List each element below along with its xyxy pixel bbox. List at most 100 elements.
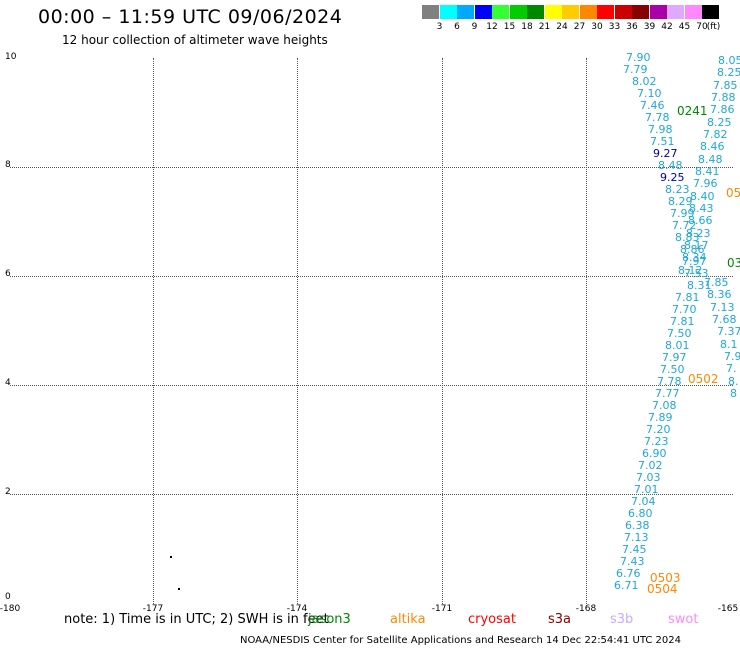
pass-label: 05 (726, 186, 740, 200)
wave-height-label: 8.83 (675, 231, 700, 244)
wave-height-label: 8.34 (682, 251, 707, 265)
wave-height-label: 7.04 (631, 495, 656, 508)
mission-cryosat: cryosat (468, 612, 516, 627)
wave-height-label: 8.29 (668, 195, 693, 208)
legend-label: 33 (608, 22, 621, 32)
mission-jason3: jason3 (308, 612, 351, 627)
grid-line-lon (442, 58, 443, 604)
legend-swatch (684, 5, 702, 19)
legend-swatch (579, 5, 597, 19)
y-tick-label: 10 (5, 52, 17, 62)
grid-line-lat (10, 385, 733, 386)
wave-height-label: 8.66 (688, 214, 713, 228)
legend-label: 24 (556, 22, 568, 32)
wave-height-label: 8 (730, 387, 737, 400)
wave-height-label: 8.25 (707, 115, 732, 129)
wave-height-label: 7.81 (670, 315, 695, 328)
wave-height-label: 7.68 (712, 313, 737, 326)
legend-swatch (474, 5, 492, 19)
wave-height-label: 9.25 (660, 171, 685, 184)
legend-label: 6 (454, 22, 460, 32)
legend-swatch (632, 5, 649, 19)
grid-line-lat (10, 167, 733, 168)
y-tick-label: 6 (5, 269, 11, 279)
wave-height-label: 7.50 (667, 327, 692, 340)
wave-height-label: 7.78 (645, 111, 670, 124)
wave-height-label: 7.77 (655, 387, 680, 400)
wave-height-label: 7.01 (634, 483, 659, 496)
wave-height-label: 8.40 (690, 189, 715, 203)
wave-height-label: 8.25 (717, 66, 740, 80)
y-tick-label: 4 (5, 378, 11, 388)
legend-swatch (544, 5, 562, 19)
wave-height-label: 7.10 (637, 87, 662, 100)
wave-height-label: 7.85 (704, 276, 729, 289)
legend-swatch (527, 5, 544, 19)
legend-swatch (649, 5, 667, 19)
wave-height-label: 8.05 (718, 54, 740, 67)
wave-height-label: 7.89 (648, 411, 673, 424)
wave-height-label: 8.86 (680, 243, 705, 256)
wave-height-label: 8.36 (707, 288, 732, 302)
wave-height-label: 8.12 (678, 263, 703, 277)
legend-label: 70 (696, 22, 708, 32)
wave-height-label: 8.43 (689, 202, 714, 215)
x-tick-label: -171 (431, 604, 453, 614)
wave-height-label: 7.85 (713, 78, 738, 92)
legend-label: 30 (591, 22, 603, 32)
legend-label: 27 (573, 22, 586, 32)
legend-label: 18 (521, 22, 533, 32)
mission-s3a: s3a (548, 612, 572, 627)
wave-height-label: 7.97 (682, 255, 707, 268)
legend-swatch (457, 5, 474, 19)
credit-text: NOAA/NESDIS Center for Satellite Applica… (240, 635, 682, 646)
wave-height-label: 7.13 (624, 531, 649, 544)
wave-height-label: 7.78 (657, 375, 682, 388)
wave-height-label: 7.97 (662, 351, 687, 364)
pass-label: 0241 (677, 104, 708, 118)
wave-height-label: 8.1 (720, 337, 738, 351)
x-tick-label: -177 (142, 604, 164, 614)
wave-height-label: 7.08 (652, 399, 677, 412)
legend-swatch (509, 5, 527, 19)
legend-swatch (667, 5, 684, 19)
legend-label: 3 (436, 22, 443, 32)
note-text: note: 1) Time is in UTC; 2) SWH is in fe… (64, 612, 329, 627)
wave-height-label: 8.48 (698, 152, 723, 166)
wave-height-label: 6.38 (625, 519, 650, 532)
wave-height-label: 7.79 (623, 63, 648, 76)
wave-height-label: 7.23 (644, 435, 669, 448)
legend-swatch (597, 5, 614, 19)
mission-altika: altika (390, 612, 426, 627)
wave-height-label: 6.71 (614, 579, 639, 592)
legend-label: 9 (471, 22, 478, 32)
page-title: 00:00 – 11:59 UTC 09/06/2024 (38, 6, 343, 28)
wave-height-label: 8.17 (684, 239, 709, 252)
mission-s3b: s3b (610, 612, 634, 627)
wave-height-label: 7.72 (672, 219, 697, 232)
wave-height-label: 7.88 (711, 91, 736, 104)
grid-line-lon (586, 58, 587, 604)
wave-height-label: 7.46 (640, 99, 665, 112)
wave-height-label: 8.23 (665, 183, 690, 196)
legend-unit: (ft) (706, 22, 721, 32)
wave-height-label: 8.46 (700, 140, 725, 154)
wave-height-label: 7.86 (710, 103, 735, 117)
wave-height-label: 7.90 (626, 51, 651, 64)
wave-height-label: 9.27 (653, 147, 678, 160)
wave-height-label: 8.23 (686, 226, 711, 240)
legend-swatch (492, 5, 509, 19)
legend-label: 45 (678, 22, 691, 32)
wave-height-label: 7.9 (724, 350, 740, 363)
wave-height-label: 7.02 (638, 459, 663, 472)
wave-height-label: 7.43 (620, 555, 645, 568)
wave-height-label: 6.80 (628, 507, 653, 520)
legend-label: 42 (661, 22, 673, 32)
grid-line-lat (10, 276, 733, 277)
x-tick-label: -180 (0, 604, 21, 614)
grid-line-lon (153, 58, 154, 604)
grid-line-lon (297, 58, 298, 604)
wave-height-label: 7.96 (693, 177, 718, 191)
legend-label: 21 (538, 22, 551, 32)
wave-height-label: 8.01 (665, 339, 690, 352)
